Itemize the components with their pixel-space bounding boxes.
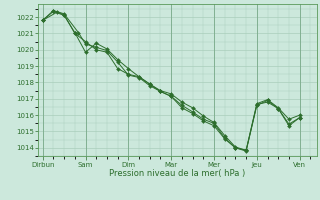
- X-axis label: Pression niveau de la mer( hPa ): Pression niveau de la mer( hPa ): [109, 169, 246, 178]
